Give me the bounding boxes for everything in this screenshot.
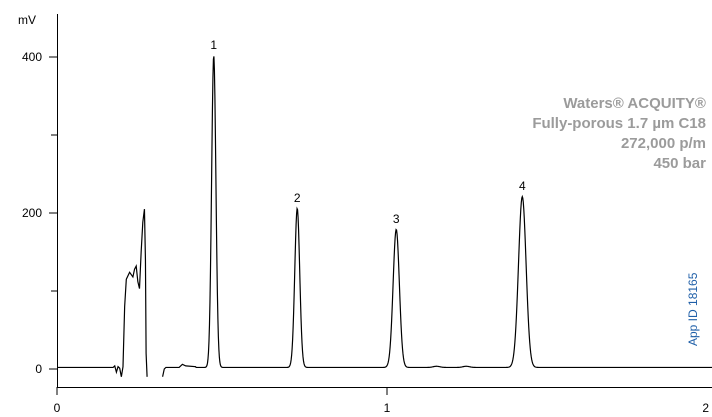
app-id-label: App ID 18165 <box>686 272 700 346</box>
x-ticks: 0 1 2 min <box>54 387 712 415</box>
annotation-line-4: 450 bar <box>653 155 706 172</box>
main-chromatogram-trace <box>162 56 712 377</box>
peak-label-2: 2 <box>294 191 301 205</box>
peak-label-1: 1 <box>210 38 217 52</box>
x-tick-label-1: 1 <box>384 401 391 415</box>
annotation-line-3: 272,000 p/m <box>621 135 706 152</box>
peak-label-4: 4 <box>519 179 526 193</box>
y-unit-label: mV <box>18 13 36 27</box>
chromatogram-trace-group <box>57 56 712 377</box>
column-annotation: Waters® ACQUITY® Fully-porous 1.7 µm C18 2… <box>532 95 706 172</box>
annotation-line-2: Fully-porous 1.7 µm C18 <box>532 115 706 132</box>
x-tick-label-2: 2 min <box>702 401 712 415</box>
y-tick-label-0: 0 <box>35 362 42 376</box>
y-ticks: 0 200 400 <box>22 50 57 376</box>
solvent-front-trace <box>57 209 148 377</box>
peak-label-3: 3 <box>393 212 400 226</box>
y-tick-label-400: 400 <box>22 50 42 64</box>
y-tick-label-200: 200 <box>22 206 42 220</box>
x-tick-label-0: 0 <box>54 401 61 415</box>
annotation-line-1: Waters® ACQUITY® <box>563 95 706 112</box>
peak-labels: 1 2 3 4 <box>210 38 526 226</box>
